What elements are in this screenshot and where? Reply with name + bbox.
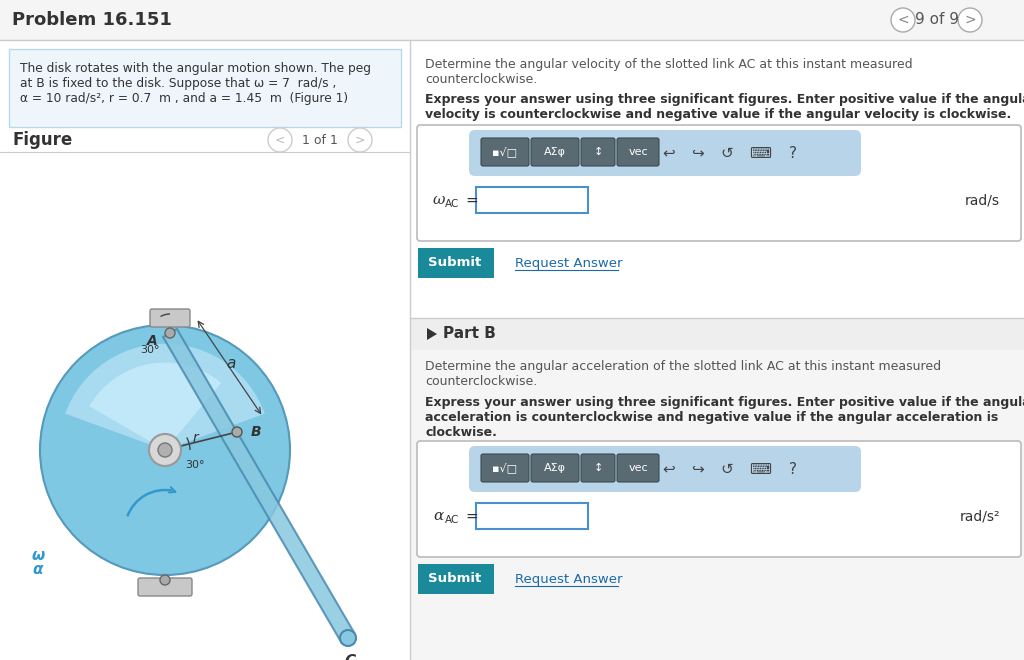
Text: Request Answer: Request Answer bbox=[515, 572, 623, 585]
Circle shape bbox=[150, 434, 181, 466]
Text: α: α bbox=[433, 509, 443, 523]
Text: r: r bbox=[193, 431, 199, 445]
Text: B: B bbox=[251, 425, 261, 439]
Circle shape bbox=[340, 630, 356, 646]
FancyBboxPatch shape bbox=[469, 130, 861, 176]
Polygon shape bbox=[163, 329, 355, 642]
Text: velocity is counterclockwise and negative value if the angular velocity is clock: velocity is counterclockwise and negativ… bbox=[425, 108, 1012, 121]
FancyBboxPatch shape bbox=[581, 454, 615, 482]
FancyBboxPatch shape bbox=[617, 454, 659, 482]
Circle shape bbox=[40, 325, 290, 575]
FancyBboxPatch shape bbox=[9, 49, 401, 127]
FancyBboxPatch shape bbox=[417, 125, 1021, 241]
Text: counterclockwise.: counterclockwise. bbox=[425, 73, 538, 86]
FancyBboxPatch shape bbox=[417, 441, 1021, 557]
Text: A: A bbox=[146, 334, 158, 348]
Circle shape bbox=[158, 443, 172, 457]
Text: Express your answer using three significant figures. Enter positive value if the: Express your answer using three signific… bbox=[425, 93, 1024, 106]
FancyBboxPatch shape bbox=[150, 309, 190, 327]
Text: clockwise.: clockwise. bbox=[425, 426, 497, 439]
FancyBboxPatch shape bbox=[410, 318, 1024, 350]
Circle shape bbox=[268, 128, 292, 152]
Text: α = 10 rad/s², r = 0.7  m , and a = 1.45  m  (Figure 1): α = 10 rad/s², r = 0.7 m , and a = 1.45 … bbox=[20, 92, 348, 105]
FancyBboxPatch shape bbox=[476, 503, 588, 529]
Text: acceleration is counterclockwise and negative value if the angular acceleration : acceleration is counterclockwise and neg… bbox=[425, 411, 998, 424]
Text: AΣφ: AΣφ bbox=[544, 463, 566, 473]
Text: <: < bbox=[274, 133, 286, 147]
Text: ↕: ↕ bbox=[593, 147, 603, 157]
Text: Determine the angular velocity of the slotted link AC at this instant measured: Determine the angular velocity of the sl… bbox=[425, 58, 912, 71]
Text: ?: ? bbox=[790, 461, 797, 477]
FancyBboxPatch shape bbox=[418, 564, 494, 594]
Text: Request Answer: Request Answer bbox=[515, 257, 623, 269]
Text: ↩: ↩ bbox=[663, 145, 676, 160]
Text: 30°: 30° bbox=[140, 345, 160, 355]
Text: 9 of 9: 9 of 9 bbox=[915, 13, 959, 28]
Text: Determine the angular acceleration of the slotted link AC at this instant measur: Determine the angular acceleration of th… bbox=[425, 360, 941, 373]
FancyBboxPatch shape bbox=[531, 138, 579, 166]
Text: >: > bbox=[354, 133, 366, 147]
Text: Express your answer using three significant figures. Enter positive value if the: Express your answer using three signific… bbox=[425, 396, 1024, 409]
FancyBboxPatch shape bbox=[617, 138, 659, 166]
FancyBboxPatch shape bbox=[481, 454, 529, 482]
Text: AC: AC bbox=[445, 199, 460, 209]
Text: ↺: ↺ bbox=[721, 145, 733, 160]
Text: ↕: ↕ bbox=[593, 463, 603, 473]
Text: ↩: ↩ bbox=[663, 461, 676, 477]
Text: Figure: Figure bbox=[12, 131, 73, 149]
Text: ↪: ↪ bbox=[690, 145, 703, 160]
Text: ▪√□: ▪√□ bbox=[493, 147, 517, 157]
Circle shape bbox=[348, 128, 372, 152]
FancyBboxPatch shape bbox=[581, 138, 615, 166]
Text: Submit: Submit bbox=[428, 572, 481, 585]
Wedge shape bbox=[89, 362, 221, 450]
FancyBboxPatch shape bbox=[469, 446, 861, 492]
Text: =: = bbox=[465, 193, 478, 207]
FancyBboxPatch shape bbox=[418, 248, 494, 278]
Text: ?: ? bbox=[790, 145, 797, 160]
Text: C: C bbox=[344, 654, 355, 660]
Text: 30°: 30° bbox=[185, 460, 205, 470]
Circle shape bbox=[165, 328, 175, 338]
Text: α: α bbox=[32, 562, 43, 578]
Text: Submit: Submit bbox=[428, 257, 481, 269]
Text: Problem 16.151: Problem 16.151 bbox=[12, 11, 172, 29]
Text: ⌨: ⌨ bbox=[749, 461, 771, 477]
Text: AC: AC bbox=[445, 515, 460, 525]
Text: counterclockwise.: counterclockwise. bbox=[425, 375, 538, 388]
Text: vec: vec bbox=[628, 463, 648, 473]
Wedge shape bbox=[66, 344, 265, 450]
Text: 1 of 1: 1 of 1 bbox=[302, 133, 338, 147]
FancyBboxPatch shape bbox=[410, 318, 1024, 660]
Text: rad/s²: rad/s² bbox=[959, 509, 1000, 523]
Circle shape bbox=[958, 8, 982, 32]
FancyBboxPatch shape bbox=[531, 454, 579, 482]
FancyBboxPatch shape bbox=[0, 0, 1024, 40]
Text: >: > bbox=[965, 13, 976, 27]
Text: ▪√□: ▪√□ bbox=[493, 463, 517, 473]
Circle shape bbox=[160, 575, 170, 585]
Text: ω: ω bbox=[433, 193, 445, 207]
FancyBboxPatch shape bbox=[476, 187, 588, 213]
Text: rad/s: rad/s bbox=[965, 193, 1000, 207]
Text: <: < bbox=[897, 13, 909, 27]
Text: ⌨: ⌨ bbox=[749, 145, 771, 160]
Text: ω: ω bbox=[32, 548, 45, 562]
Text: a: a bbox=[226, 356, 236, 371]
Text: =: = bbox=[465, 508, 478, 523]
Circle shape bbox=[891, 8, 915, 32]
Text: at B is fixed to the disk. Suppose that ω = 7  rad/s ,: at B is fixed to the disk. Suppose that … bbox=[20, 77, 336, 90]
Text: vec: vec bbox=[628, 147, 648, 157]
FancyBboxPatch shape bbox=[138, 578, 193, 596]
Text: AΣφ: AΣφ bbox=[544, 147, 566, 157]
FancyBboxPatch shape bbox=[481, 138, 529, 166]
Text: ↪: ↪ bbox=[690, 461, 703, 477]
Polygon shape bbox=[427, 328, 437, 340]
Text: The disk rotates with the angular motion shown. The peg: The disk rotates with the angular motion… bbox=[20, 62, 371, 75]
Text: ↺: ↺ bbox=[721, 461, 733, 477]
Text: Part B: Part B bbox=[443, 327, 496, 341]
Circle shape bbox=[232, 427, 242, 437]
